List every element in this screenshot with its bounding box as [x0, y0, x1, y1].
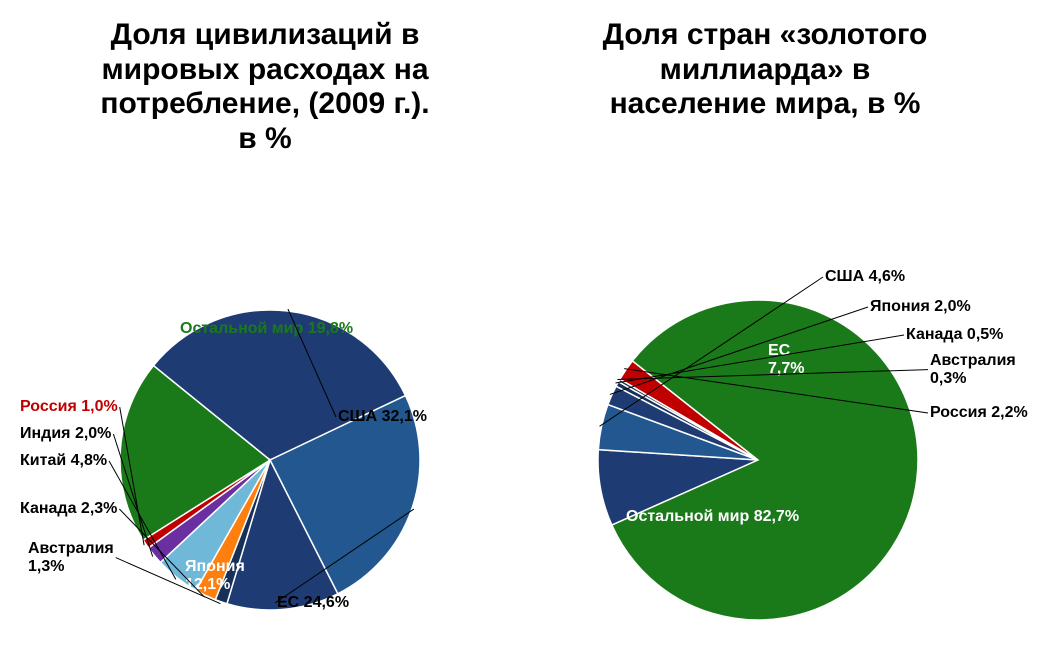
leader-line: [120, 407, 144, 545]
leader-line: [615, 335, 904, 383]
leader-lines: [0, 0, 1045, 662]
leader-line: [119, 509, 204, 597]
leader-line: [610, 307, 868, 394]
leader-line: [600, 277, 823, 426]
leader-line: [624, 369, 928, 413]
leader-line: [288, 309, 336, 417]
leader-line: [109, 461, 176, 579]
chart-stage: Доля цивилизаций в мировых расходах на п…: [0, 0, 1045, 662]
leader-line: [275, 509, 414, 603]
leader-line: [113, 434, 152, 557]
